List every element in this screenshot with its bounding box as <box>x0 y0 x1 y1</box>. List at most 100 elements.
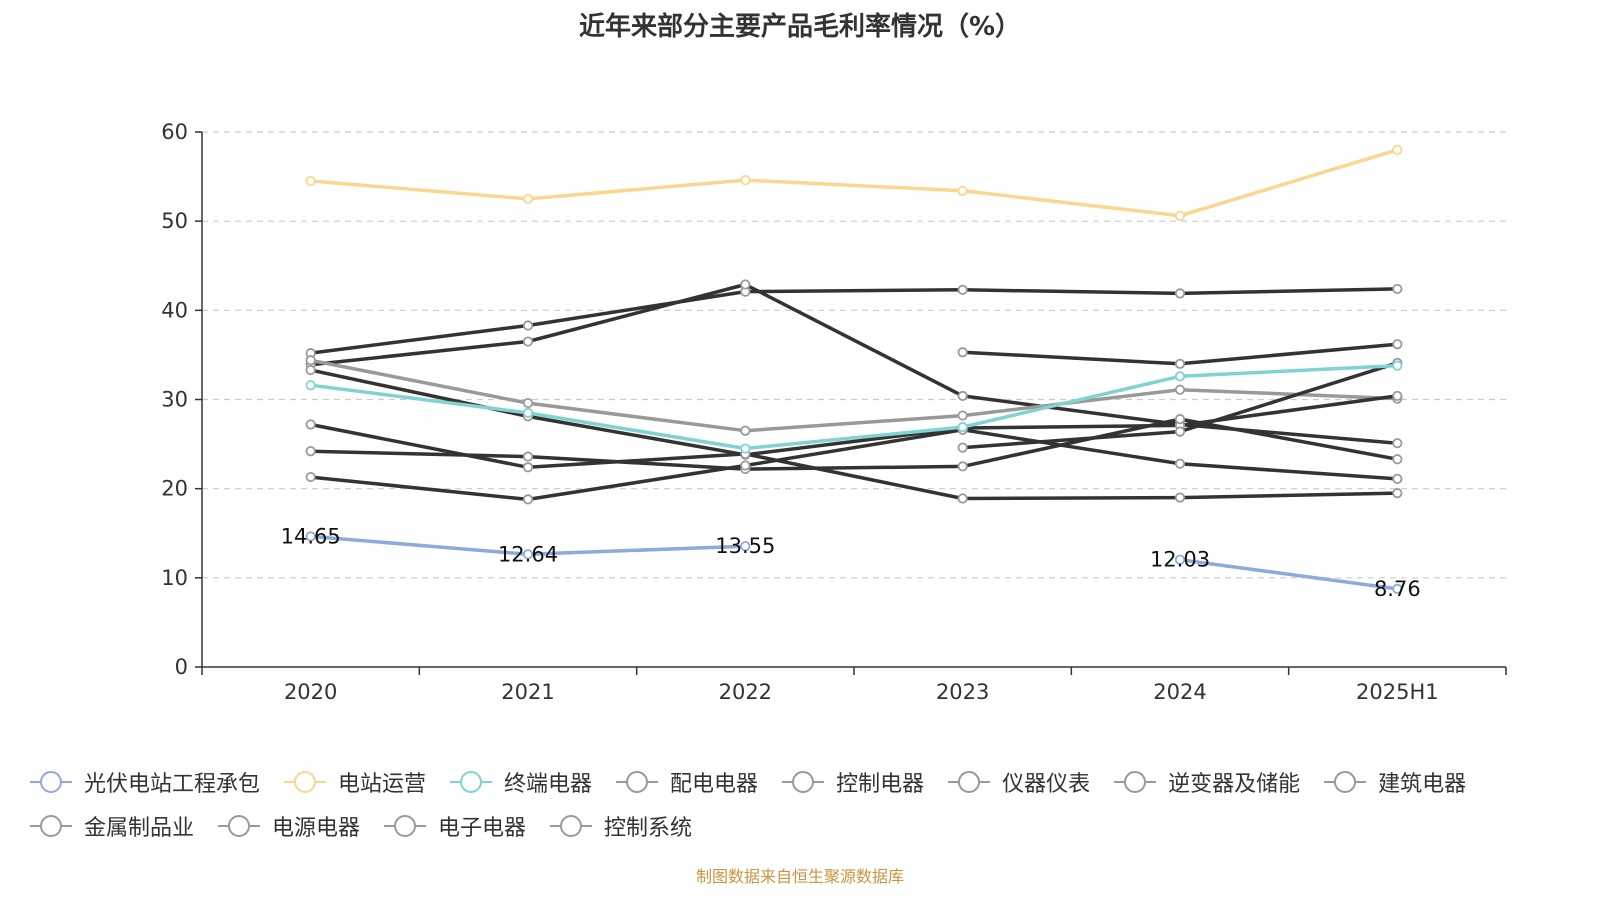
legend-item[interactable]: 仪器仪表 <box>946 766 1090 798</box>
legend-label: 逆变器及储能 <box>1168 772 1301 797</box>
x-tick-label: 2021 <box>501 680 554 704</box>
legend-line-marker-icon <box>30 771 72 793</box>
data-point <box>1174 426 1186 437</box>
data-point <box>1392 438 1403 449</box>
data-point <box>957 185 968 196</box>
legend-item[interactable]: 控制电器 <box>780 766 924 798</box>
data-label: 8.76 <box>1374 577 1421 601</box>
data-point <box>1392 583 1403 594</box>
legend-label: 控制电器 <box>836 772 925 797</box>
data-point <box>1174 210 1186 221</box>
data-point <box>305 471 316 483</box>
data-point <box>1392 360 1403 371</box>
data-point <box>305 531 316 542</box>
y-tick-label: 60 <box>161 120 188 144</box>
data-point <box>522 549 534 560</box>
axes: 0 10 20 30 40 50 60 2020 2021 2022 2023 2024 2025H1 <box>161 120 1507 704</box>
data-point <box>1174 414 1186 425</box>
legend-item[interactable]: 建筑电器 <box>1322 766 1466 798</box>
legend-item[interactable]: 电源电器 <box>216 810 360 842</box>
data-point <box>1174 384 1186 395</box>
legend-item[interactable]: 控制系统 <box>548 810 692 842</box>
data-point <box>957 284 968 295</box>
data-point <box>522 397 534 409</box>
series-line <box>310 368 1398 457</box>
legend-line-marker-icon <box>948 771 991 793</box>
data-point <box>957 347 968 358</box>
series-7 <box>957 339 1403 369</box>
legend: 光伏电站工程承包 电站运营 终端电器 配电电器 控制电器 仪器仪表 逆变器及储能 建筑电器 金… <box>28 760 1588 848</box>
legend-item[interactable]: 金属制品业 <box>28 810 194 842</box>
series-9 <box>305 419 1403 504</box>
data-point <box>957 422 968 433</box>
data-point <box>305 175 316 187</box>
series-line <box>310 358 1398 433</box>
data-point <box>1392 144 1403 155</box>
data-point <box>1174 492 1186 503</box>
legend-line-marker-icon <box>782 771 825 793</box>
data-point <box>1174 554 1186 565</box>
legend-row: 金属制品业 电源电器 电子电器 控制系统 <box>28 804 1588 848</box>
data-point <box>957 442 968 453</box>
data-point <box>1392 473 1403 484</box>
series-line <box>310 287 1398 355</box>
chart-title: 近年来部分主要产品毛利率情况（%） <box>578 12 1022 42</box>
series-10 <box>305 414 1403 475</box>
series-line <box>310 417 1398 471</box>
legend-label: 终端电器 <box>504 772 593 797</box>
y-tick-label: 50 <box>161 209 188 233</box>
legend-line-marker-icon <box>616 771 659 793</box>
data-point <box>1392 339 1403 350</box>
data-point <box>740 541 751 552</box>
legend-item[interactable]: 光伏电站工程承包 <box>28 766 260 798</box>
legend-item[interactable]: 电站运营 <box>282 766 426 798</box>
data-point <box>522 494 534 505</box>
legend-item[interactable]: 逆变器及储能 <box>1112 766 1300 798</box>
data-label: 13.55 <box>715 534 775 558</box>
data-point <box>740 443 751 454</box>
source-note: 制图数据来自恒生聚源数据库 <box>695 867 904 886</box>
data-point <box>957 461 968 472</box>
data-point <box>740 175 751 186</box>
data-point <box>740 460 751 471</box>
legend-line-marker-icon <box>384 815 427 837</box>
data-point <box>305 364 316 376</box>
legend-label: 建筑电器 <box>1378 772 1467 797</box>
data-point <box>1392 454 1403 465</box>
legend-label: 仪器仪表 <box>1002 772 1091 797</box>
x-tick-label: 2022 <box>719 680 772 704</box>
data-point <box>522 336 534 347</box>
legend-row: 光伏电站工程承包 电站运营 终端电器 配电电器 控制电器 仪器仪表 逆变器及储能 建筑电器 <box>28 760 1588 804</box>
data-point <box>1392 283 1403 295</box>
series-11 <box>305 424 1403 505</box>
legend-label: 电站运营 <box>338 772 427 797</box>
data-point <box>1392 488 1403 499</box>
data-point <box>1174 458 1186 469</box>
legend-line-marker-icon <box>550 815 593 837</box>
series-lines <box>305 144 1403 594</box>
y-tick-label: 40 <box>161 298 188 322</box>
x-tick-label: 2024 <box>1153 680 1206 704</box>
y-tick-label: 20 <box>161 477 188 501</box>
series-line <box>310 363 1398 451</box>
y-tick-label: 30 <box>161 388 188 412</box>
legend-item[interactable]: 终端电器 <box>448 766 592 798</box>
series-line <box>310 422 1398 501</box>
x-tick-label: 2025H1 <box>1356 680 1439 704</box>
legend-item[interactable]: 配电电器 <box>614 766 758 798</box>
data-labels: 14.65 12.64 13.55 12.03 8.76 <box>281 524 1421 601</box>
x-tick-label: 2020 <box>284 680 337 704</box>
data-point <box>305 419 316 430</box>
series-line <box>310 428 1398 502</box>
data-label: 14.65 <box>281 524 341 548</box>
legend-line-marker-icon <box>284 771 327 793</box>
data-label: 12.64 <box>498 542 558 566</box>
y-tick-label: 0 <box>175 655 188 679</box>
legend-line-marker-icon <box>218 815 261 837</box>
data-point <box>305 380 316 391</box>
data-label: 12.03 <box>1150 548 1210 572</box>
legend-item[interactable]: 电子电器 <box>382 810 526 842</box>
series-line <box>310 148 1398 218</box>
legend-label: 金属制品业 <box>84 816 195 841</box>
